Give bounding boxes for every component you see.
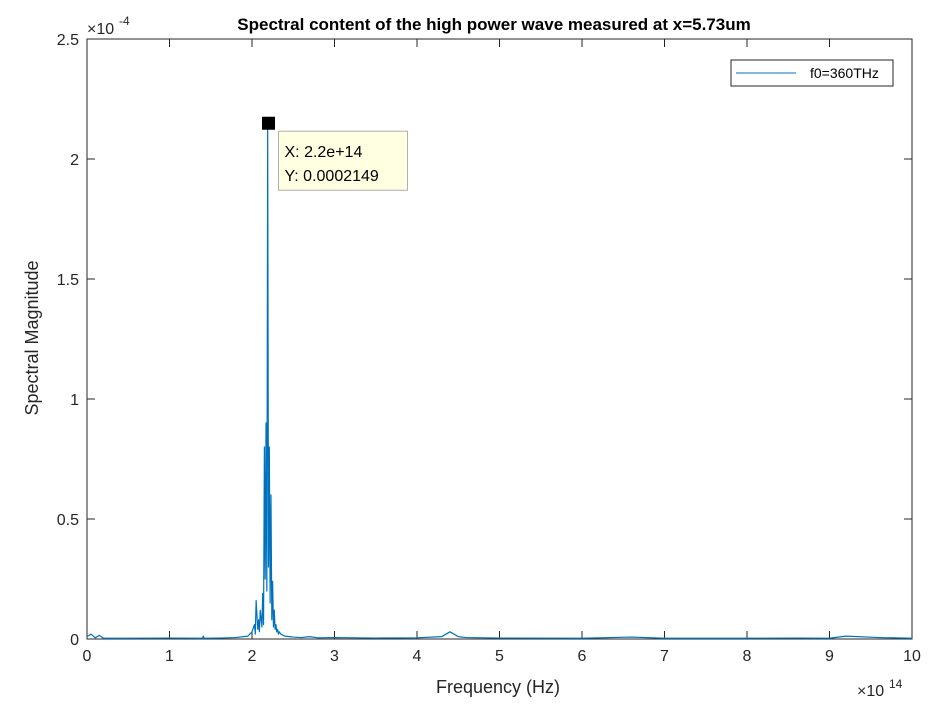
y-tick-label: 2 (70, 152, 79, 169)
x-tick-label: 8 (743, 648, 752, 665)
tick-layer: 0 1 2 3 4 5 6 7 8 9 10 0 0.5 1 1.5 2 2.5 (57, 32, 921, 665)
x-tick-label: 3 (330, 648, 339, 665)
legend-entry-label: f0=360THz (810, 65, 879, 81)
y-axis-label: Spectral Magnitude (22, 260, 42, 415)
x-tick-label: 10 (903, 648, 921, 665)
chart-title: Spectral content of the high power wave … (237, 15, 750, 34)
data-tip-x-value: X: 2.2e+14 (285, 144, 363, 161)
x-tick-label: 0 (83, 648, 92, 665)
y-tick-label: 0 (70, 632, 79, 649)
x-tick-label: 4 (413, 648, 422, 665)
y-exponent-power: -4 (119, 14, 130, 28)
x-tick-label: 7 (660, 648, 669, 665)
x-exponent-power: 14 (889, 677, 903, 691)
x-exponent-label: ×10 14 (857, 677, 903, 700)
data-tip[interactable]: X: 2.2e+14 Y: 0.0002149 (262, 116, 408, 191)
y-tick-label: 0.5 (57, 512, 79, 529)
plot-area (86, 38, 913, 640)
legend[interactable]: f0=360THz (730, 59, 894, 87)
data-tip-marker[interactable] (262, 116, 275, 130)
y-tick-label: 2.5 (57, 32, 79, 49)
x-tick-label: 9 (825, 648, 834, 665)
x-tick-label: 5 (495, 648, 504, 665)
data-tip-y-value: Y: 0.0002149 (285, 168, 379, 185)
y-tick-label: 1 (70, 392, 79, 409)
x-tick-label: 1 (165, 648, 174, 665)
series-line (86, 122, 913, 639)
x-tick-label: 2 (248, 648, 257, 665)
y-tick-label: 1.5 (57, 272, 79, 289)
x-exponent-base: ×10 (857, 683, 884, 700)
series-layer (86, 122, 913, 639)
x-axis-label: Frequency (Hz) (436, 677, 560, 697)
y-exponent-base: ×10 (87, 21, 114, 38)
data-tip-box (278, 130, 408, 191)
y-exponent-label: ×10 -4 (87, 14, 130, 38)
x-tick-label: 6 (578, 648, 587, 665)
